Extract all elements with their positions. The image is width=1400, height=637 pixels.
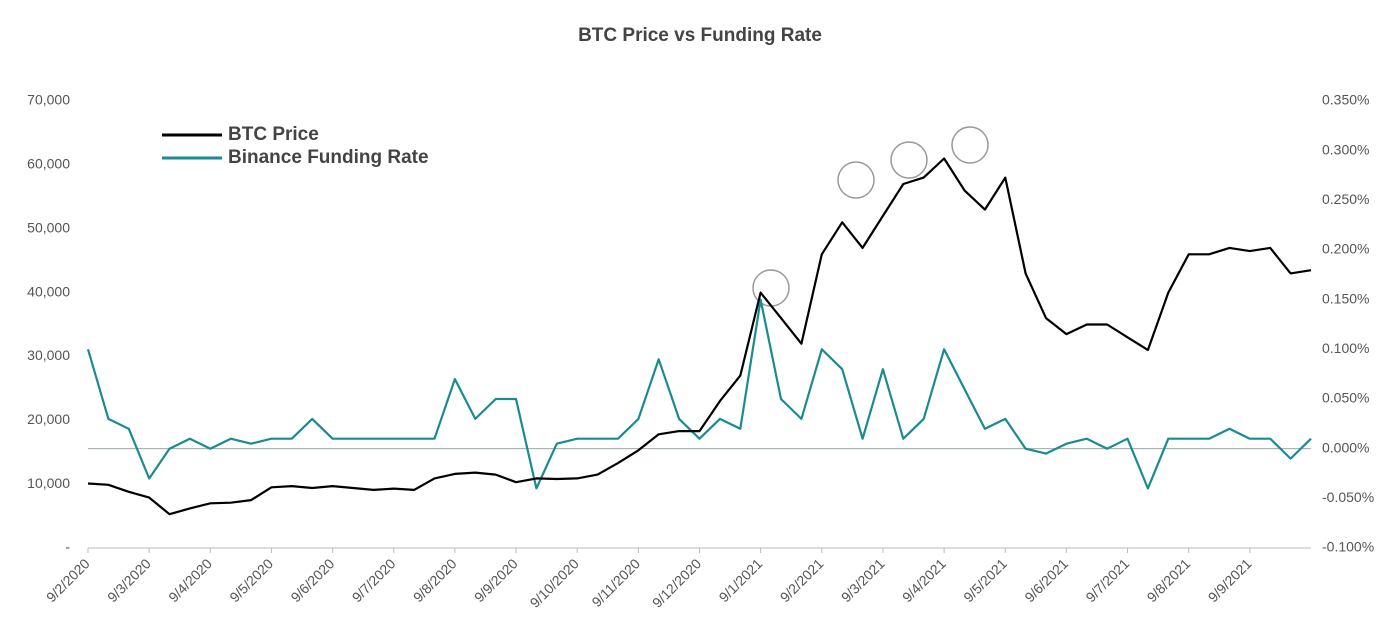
- y-tick-label: 50,000: [27, 219, 70, 235]
- y2-tick-label: 0.250%: [1322, 191, 1369, 207]
- series-line: [86, 298, 1312, 490]
- x-tick-label: 9/3/2020: [104, 555, 154, 605]
- legend-label: BTC Price: [228, 124, 319, 145]
- y-tick-label: 70,000: [27, 92, 70, 108]
- y2-tick-label: 0.150%: [1322, 290, 1369, 306]
- peak-circle: [837, 161, 875, 199]
- y2-tick-label: 0.050%: [1322, 390, 1369, 406]
- x-tick-label: 9/9/2021: [1205, 555, 1255, 605]
- y2-tick-label: -0.050%: [1322, 489, 1374, 505]
- peak-circle: [951, 126, 989, 164]
- legend-label: Binance Funding Rate: [228, 147, 429, 168]
- x-tick-label: 9/4/2021: [899, 555, 949, 605]
- y2-tick-label: 0.200%: [1322, 241, 1369, 257]
- y2-tick-label: 0.000%: [1322, 439, 1369, 455]
- x-tick-label: 9/5/2021: [960, 555, 1010, 605]
- y-tick-label: 20,000: [27, 411, 70, 427]
- y-tick-label: -: [65, 539, 70, 555]
- y-tick-label: 30,000: [27, 347, 70, 363]
- x-tick-label: 9/7/2021: [1082, 555, 1132, 605]
- peak-circle: [890, 141, 928, 179]
- x-tick-label: 9/10/2020: [527, 555, 583, 611]
- x-tick-label: 9/1/2021: [716, 555, 766, 605]
- series-line: [87, 157, 1312, 516]
- x-tick-label: 9/8/2020: [410, 555, 460, 605]
- annotation-circles: [752, 126, 989, 307]
- y2-tick-label: 0.350%: [1322, 92, 1369, 108]
- x-tick-label: 9/11/2020: [588, 555, 643, 610]
- y2-tick-label: 0.300%: [1322, 141, 1369, 157]
- x-tick-label: 9/12/2020: [649, 555, 705, 611]
- x-tick-label: 9/8/2021: [1144, 555, 1194, 605]
- y2-tick-label: -0.100%: [1322, 539, 1374, 555]
- x-tick-label: 9/4/2020: [165, 555, 215, 605]
- x-tick-label: 9/5/2020: [226, 555, 276, 605]
- x-tick-label: 9/6/2020: [287, 555, 337, 605]
- x-tick-label: 9/3/2021: [838, 555, 888, 605]
- y-tick-label: 10,000: [27, 475, 70, 491]
- x-tick-label: 9/2/2021: [777, 555, 827, 605]
- y-tick-label: 40,000: [27, 283, 70, 299]
- x-tick-label: 9/9/2020: [471, 555, 521, 605]
- y-tick-label: 60,000: [27, 156, 70, 172]
- chart-title: BTC Price vs Funding Rate: [578, 25, 822, 46]
- y2-tick-label: 0.100%: [1322, 340, 1369, 356]
- x-tick-label: 9/7/2020: [349, 555, 399, 605]
- x-tick-label: 9/2/2020: [43, 555, 93, 605]
- x-tick-label: 9/6/2021: [1021, 555, 1071, 605]
